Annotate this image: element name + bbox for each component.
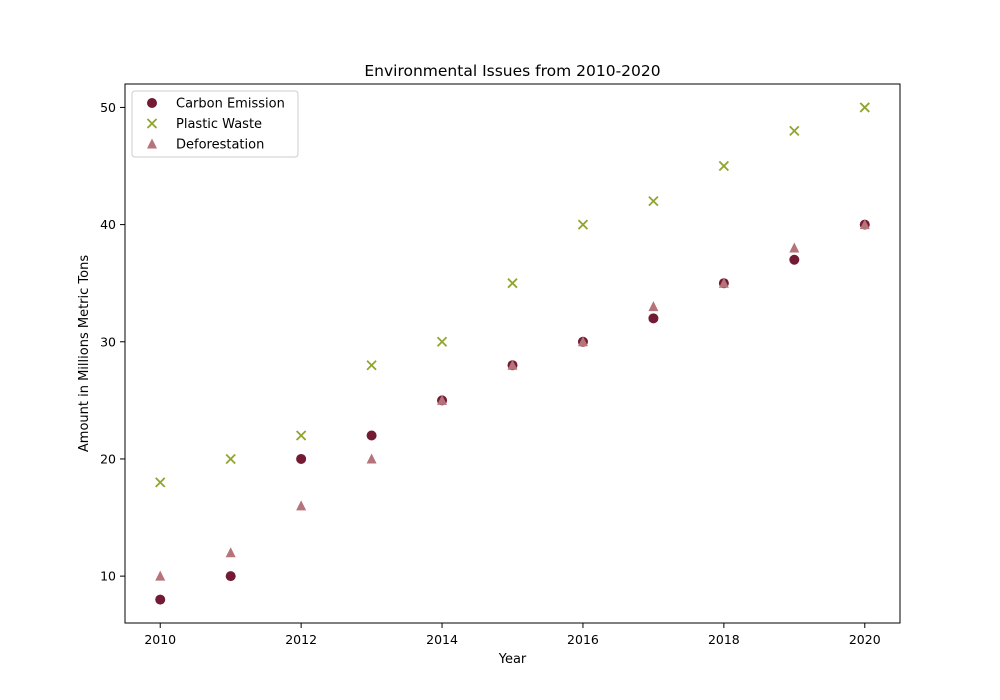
legend-box [131, 90, 299, 158]
point-carbon-emission [155, 594, 166, 605]
point-carbon-emission [648, 313, 659, 324]
x-tick-label: 2010 [144, 632, 176, 647]
legend-marker-plastic-waste [146, 118, 158, 129]
y-tick-label: 30 [100, 334, 116, 349]
point-plastic-waste [789, 125, 800, 137]
x-tick-label: 2016 [567, 632, 599, 647]
y-axis-label: Amount in Millions Metric Tons [77, 255, 92, 452]
point-plastic-waste [577, 219, 589, 230]
y-tick-label: 50 [100, 100, 116, 115]
point-deforestation [789, 242, 800, 253]
point-deforestation [507, 359, 518, 370]
point-deforestation [577, 336, 588, 347]
point-carbon-emission [789, 254, 800, 265]
point-deforestation [437, 394, 448, 405]
point-plastic-waste [295, 430, 307, 441]
legend-label-carbon-emission: Carbon Emission [176, 97, 285, 112]
x-tick-label: 2018 [708, 632, 740, 647]
series-carbon-emission [155, 219, 870, 605]
point-deforestation [859, 219, 870, 230]
y-tick-label: 20 [100, 451, 116, 466]
x-axis: 2010 2012 2014 2016 2018 2020 [144, 623, 881, 647]
point-plastic-waste [859, 102, 870, 113]
point-deforestation [718, 277, 729, 288]
point-deforestation [225, 547, 236, 558]
point-plastic-waste [436, 336, 448, 347]
point-deforestation [366, 453, 377, 464]
legend: Carbon Emission Plastic Waste Deforestatio… [131, 90, 299, 158]
point-deforestation [648, 301, 659, 312]
point-plastic-waste [366, 360, 377, 371]
x-tick-label: 2014 [426, 632, 458, 647]
legend-item-plastic-waste: Plastic Waste [146, 117, 262, 132]
point-plastic-waste [648, 196, 659, 207]
legend-marker-deforestation [147, 138, 157, 149]
legend-marker-carbon-emission [147, 98, 157, 108]
data-marks [155, 102, 870, 605]
y-tick-label: 40 [100, 217, 116, 232]
point-plastic-waste [225, 453, 236, 465]
point-carbon-emission [225, 571, 236, 582]
point-plastic-waste [155, 477, 166, 488]
y-tick-label: 10 [100, 569, 116, 584]
x-axis-label: Year [498, 652, 527, 667]
point-plastic-waste [507, 278, 518, 289]
chart-title: Environmental Issues from 2010-2020 [364, 62, 660, 80]
point-plastic-waste [718, 160, 730, 172]
point-deforestation [296, 500, 307, 511]
point-carbon-emission [296, 453, 307, 464]
point-carbon-emission [366, 430, 377, 441]
legend-label-plastic-waste: Plastic Waste [176, 117, 262, 132]
y-axis: 10 20 30 40 50 [100, 100, 125, 584]
legend-item-deforestation: Deforestation [147, 138, 264, 153]
legend-item-carbon-emission: Carbon Emission [147, 97, 285, 112]
series-deforestation [155, 219, 870, 581]
x-tick-label: 2020 [849, 632, 881, 647]
legend-label-deforestation: Deforestation [176, 138, 264, 153]
plot-frame [124, 83, 901, 624]
series-plastic-waste [155, 102, 870, 488]
x-tick-label: 2012 [285, 632, 317, 647]
point-deforestation [155, 570, 166, 581]
